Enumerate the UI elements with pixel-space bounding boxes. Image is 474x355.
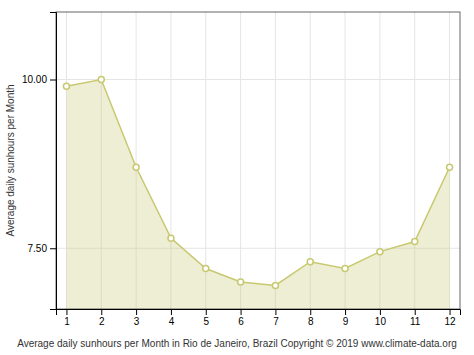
axis-domain	[57, 310, 461, 316]
x-tick: 10	[375, 309, 387, 327]
chart: 1234567891011127.5010.00Average daily su…	[0, 0, 474, 355]
x-tick: 2	[99, 309, 105, 327]
grid-line-x	[345, 12, 346, 309]
tick-label: 10	[375, 316, 387, 327]
point	[377, 249, 383, 255]
x-tick: 12	[444, 309, 456, 327]
plot-frame	[56, 12, 460, 309]
plot: 1234567891011127.5010.00	[22, 12, 461, 327]
axis-domain	[50, 13, 57, 310]
tick-mark	[415, 309, 416, 315]
tick-mark	[136, 309, 137, 315]
tick-mark	[450, 309, 451, 315]
point	[412, 239, 418, 245]
grid-line-x	[205, 12, 206, 309]
tick-label: 5	[203, 316, 209, 327]
tick-mark	[206, 309, 207, 315]
tick-label: 11	[410, 316, 421, 327]
grid	[56, 12, 460, 309]
x-tick: 11	[410, 309, 421, 327]
tick-mark	[171, 309, 172, 315]
tick-label: 7.50	[28, 243, 48, 254]
x-tick: 7	[273, 309, 279, 327]
x-tick: 8	[308, 309, 314, 327]
point	[272, 282, 278, 288]
point	[238, 279, 244, 285]
tick-label: 12	[444, 316, 456, 327]
grid-line-x	[240, 12, 241, 309]
tick-label: 7	[273, 316, 279, 327]
x-tick: 9	[343, 309, 349, 327]
x-axis: 123456789101112	[57, 309, 461, 327]
x-tick: 6	[238, 309, 244, 327]
x-tick: 3	[134, 309, 140, 327]
tick-mark	[380, 309, 381, 315]
tick-mark	[66, 309, 67, 315]
tick-mark	[101, 309, 102, 315]
line	[66, 80, 449, 286]
grid-line-x	[275, 12, 276, 309]
tick-label: 3	[134, 316, 140, 327]
tick-label: 4	[169, 316, 175, 327]
tick-label: 8	[308, 316, 314, 327]
point	[203, 266, 209, 272]
x-tick: 1	[64, 309, 70, 327]
point	[307, 259, 313, 265]
tick-mark	[275, 309, 276, 315]
point	[63, 83, 69, 89]
y-axis: 7.50 10.00	[22, 13, 57, 310]
x-tick: 4	[169, 309, 175, 327]
point	[98, 77, 104, 83]
tick-label: 9	[343, 316, 349, 327]
point	[342, 266, 348, 272]
y-axis-title: Average daily sunhours per Month	[5, 84, 16, 236]
x-tick: 5	[203, 309, 209, 327]
grid-line-y	[56, 79, 460, 80]
y-tick: 10.00	[22, 74, 56, 85]
marks	[63, 77, 452, 310]
point	[168, 235, 174, 241]
tick-mark	[50, 248, 56, 249]
tick-label: 2	[99, 316, 105, 327]
x-axis-title: Average daily sunhours per Month in Rio …	[17, 338, 457, 349]
tick-mark	[50, 80, 56, 81]
point	[447, 164, 453, 170]
tick-label: 6	[238, 316, 244, 327]
tick-label: 1	[64, 316, 70, 327]
tick-mark	[241, 309, 242, 315]
area	[66, 80, 449, 310]
tick-mark	[345, 309, 346, 315]
tick-mark	[310, 309, 311, 315]
tick-label: 10.00	[22, 74, 47, 85]
y-tick: 7.50	[28, 243, 56, 254]
point	[133, 164, 139, 170]
